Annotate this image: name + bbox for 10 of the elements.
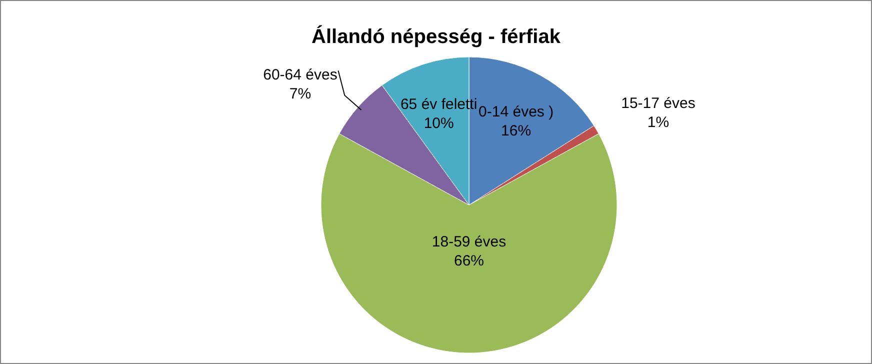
slice-label: 18-59 éves xyxy=(432,233,506,250)
slice-label: 0-14 éves ) xyxy=(478,103,554,120)
data-label: 10% xyxy=(424,115,454,132)
data-label: 1% xyxy=(647,114,670,131)
slice-label: 15-17 éves xyxy=(621,94,696,112)
data-label: 66% xyxy=(454,252,484,270)
data-label: 16% xyxy=(501,122,532,140)
slice-label: 60-64 éves xyxy=(263,66,338,84)
data-label: 7% xyxy=(289,86,312,103)
chart-title: Állandó népesség - férfiak xyxy=(312,25,562,48)
